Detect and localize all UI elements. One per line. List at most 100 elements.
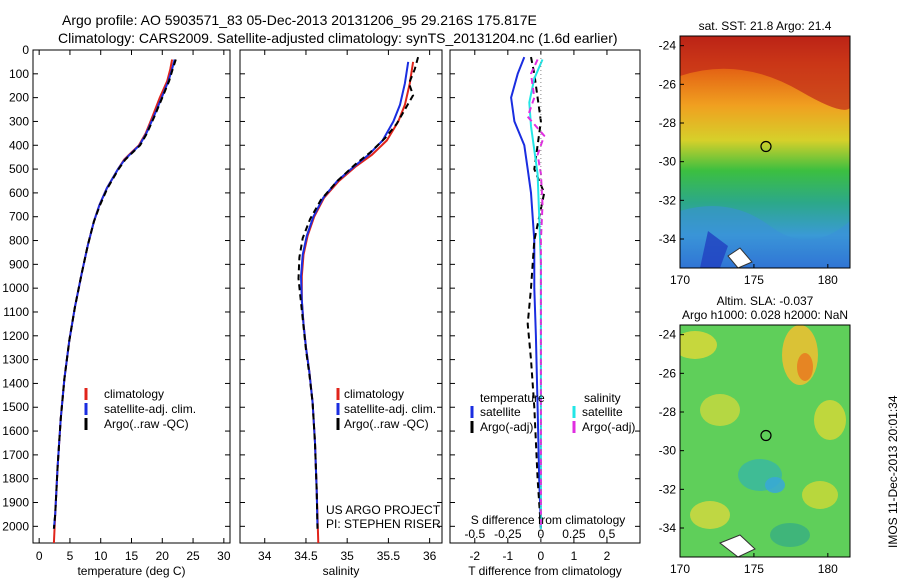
y-tick-label: 1800 bbox=[2, 472, 29, 486]
legend-label: Argo(-adj) bbox=[480, 420, 533, 434]
sst-map-panel: 170 175 180 -24 -26 -28 -30 -32 -34 sat. SST: 21.… bbox=[659, 19, 851, 287]
sla-map-panel: 170 175 180 -24 -26 -28 -30 -32 -34 Altim. SLA: -… bbox=[659, 294, 851, 576]
legend-label: Argo(..raw -QC) bbox=[104, 417, 189, 431]
s-tick-label: -0.25 bbox=[494, 527, 522, 541]
x-tick-label: 10 bbox=[94, 549, 108, 563]
legend-label: satellite-adj. clim. bbox=[344, 402, 436, 416]
y-tick-label: 500 bbox=[9, 162, 29, 176]
land-outline bbox=[727, 247, 753, 268]
y-tick-label: 800 bbox=[9, 234, 29, 248]
map-y-tick-label: -32 bbox=[659, 193, 677, 207]
legend-label: climatology bbox=[104, 387, 164, 401]
sla-anomaly-patch bbox=[814, 400, 846, 440]
y-tick-label: 900 bbox=[9, 257, 29, 271]
x-tick-label: 20 bbox=[156, 549, 170, 563]
y-tick-label: 1400 bbox=[2, 376, 29, 390]
land-outline bbox=[719, 534, 756, 557]
x-axis-label: salinity bbox=[323, 564, 360, 578]
map-y-tick-label: -32 bbox=[659, 482, 677, 496]
axes-frame bbox=[32, 49, 231, 544]
map-x-tick-label: 175 bbox=[744, 273, 764, 287]
y-tick-label: 200 bbox=[9, 91, 29, 105]
x-tick-label: 35 bbox=[341, 549, 355, 563]
y-tick-label: 1100 bbox=[3, 305, 29, 319]
series-line-climatology bbox=[300, 61, 415, 544]
sla-anomaly-patch bbox=[802, 481, 838, 509]
map-y-tick-label: -24 bbox=[659, 328, 677, 342]
sla-anomaly-patch bbox=[700, 394, 740, 426]
series-line-argo-raw-qc- bbox=[52, 59, 177, 529]
map-y-tick-label: -28 bbox=[659, 405, 677, 419]
x-tick-label: -2 bbox=[469, 549, 480, 563]
y-tick-label: 0 bbox=[22, 43, 29, 57]
legend-label: satellite bbox=[582, 405, 623, 419]
s-tick-label: 0.5 bbox=[599, 527, 616, 541]
map-field bbox=[680, 36, 850, 268]
x-axis-label: T difference from climatology bbox=[468, 564, 622, 578]
s-tick-label: -0.5 bbox=[464, 527, 485, 541]
map-y-tick-label: -34 bbox=[659, 232, 677, 246]
s-tick-label: 0 bbox=[538, 527, 545, 541]
sla-anomaly-patch bbox=[797, 353, 813, 381]
cold-patch bbox=[700, 231, 728, 268]
climatology-title: Climatology: CARS2009. Satellite-adjuste… bbox=[58, 30, 618, 46]
series-line-satellite-adj-clim- bbox=[299, 61, 410, 529]
salinity-axis-title: S difference from climatology bbox=[471, 513, 626, 527]
y-tick-label: 1200 bbox=[2, 329, 29, 343]
y-tick-label: 1300 bbox=[2, 353, 29, 367]
y-tick-label: 100 bbox=[9, 67, 29, 81]
series-line-t-satellite bbox=[510, 56, 542, 529]
argo-location-marker bbox=[760, 429, 772, 442]
legend-label: satellite bbox=[480, 405, 521, 419]
series-line-climatology bbox=[52, 59, 174, 544]
map-subtitle: Argo h1000: 0.028 h2000: NaN bbox=[682, 308, 848, 322]
x-tick-label: 5 bbox=[67, 549, 74, 563]
x-tick-label: 0 bbox=[538, 549, 545, 563]
y-tick-label: 1700 bbox=[2, 448, 29, 462]
axes-frame bbox=[239, 49, 443, 544]
map-y-tick-label: -34 bbox=[659, 521, 677, 535]
legend-label: Argo(-adj) bbox=[582, 420, 635, 434]
map-y-tick-label: -30 bbox=[659, 155, 677, 169]
argo-location-marker bbox=[760, 140, 772, 153]
x-tick-label: 1 bbox=[571, 549, 578, 563]
y-tick-label: 700 bbox=[9, 210, 29, 224]
y-tick-label: 1900 bbox=[2, 496, 29, 510]
legend-label: satellite-adj. clim. bbox=[104, 402, 196, 416]
warm-water-patch bbox=[680, 36, 850, 110]
x-tick-label: 34.5 bbox=[294, 549, 318, 563]
series-line-satellite-adj-clim- bbox=[52, 59, 176, 529]
y-tick-label: 1000 bbox=[2, 281, 29, 295]
map-x-tick-label: 170 bbox=[670, 562, 690, 576]
s-tick-label: 0.25 bbox=[562, 527, 586, 541]
project-annotation: US ARGO PROJECT bbox=[326, 503, 441, 517]
x-tick-label: 30 bbox=[217, 549, 231, 563]
profile-title: Argo profile: AO 5903571_83 05-Dec-2013 … bbox=[62, 12, 537, 28]
series-line-s-satellite bbox=[528, 59, 544, 529]
map-frame bbox=[679, 35, 851, 269]
y-tick-label: 2000 bbox=[2, 519, 29, 533]
map-x-tick-label: 175 bbox=[744, 562, 764, 576]
temperature-panel: 0 5 10 15 20 25 300100200300400500600700800900… bbox=[2, 43, 231, 578]
x-tick-label: -1 bbox=[502, 549, 513, 563]
series-line-s-argo-adj- bbox=[526, 59, 546, 529]
sla-anomaly-patch bbox=[765, 477, 785, 493]
x-tick-label: 15 bbox=[125, 549, 139, 563]
x-tick-label: 34 bbox=[258, 549, 272, 563]
sla-anomaly-patch bbox=[690, 501, 730, 529]
x-tick-label: 25 bbox=[186, 549, 200, 563]
map-y-tick-label: -30 bbox=[659, 444, 677, 458]
map-y-tick-label: -24 bbox=[659, 39, 677, 53]
map-title: sat. SST: 21.8 Argo: 21.4 bbox=[699, 19, 832, 33]
map-x-tick-label: 170 bbox=[670, 273, 690, 287]
x-tick-label: 2 bbox=[604, 549, 611, 563]
x-axis-label: temperature (deg C) bbox=[77, 564, 185, 578]
legend-label: climatology bbox=[344, 387, 404, 401]
sla-anomaly-patch bbox=[770, 523, 810, 547]
x-tick-label: 36 bbox=[423, 549, 437, 563]
map-x-tick-label: 180 bbox=[818, 273, 838, 287]
legend-label: Argo(..raw -QC) bbox=[344, 417, 429, 431]
map-x-tick-label: 180 bbox=[818, 562, 838, 576]
x-tick-label: 0 bbox=[36, 549, 43, 563]
y-tick-label: 400 bbox=[9, 138, 29, 152]
